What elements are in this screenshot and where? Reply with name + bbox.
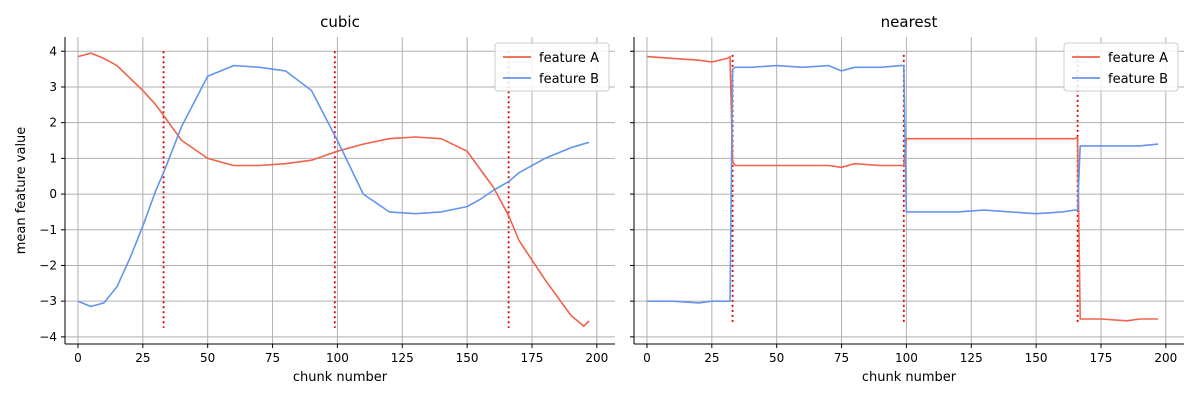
x-tick-label: 150 xyxy=(1025,351,1048,365)
y-tick-label: −4 xyxy=(39,330,57,344)
x-tick-label: 125 xyxy=(960,351,983,365)
x-tick-label: 50 xyxy=(200,351,215,365)
x-tick-label: 200 xyxy=(1154,351,1177,365)
series-line-feature-b xyxy=(77,64,590,308)
panel-title: cubic xyxy=(320,13,360,31)
legend-label: feature B xyxy=(539,72,599,87)
x-tick-label: 125 xyxy=(391,351,414,365)
y-tick-label: 1 xyxy=(49,151,57,165)
legend: feature A feature B xyxy=(494,42,610,92)
y-tick-label: 4 xyxy=(49,44,57,58)
y-tick-label: 2 xyxy=(49,116,57,130)
legend-box xyxy=(1063,42,1179,92)
x-tick-label: 175 xyxy=(521,351,544,365)
legend-label: feature A xyxy=(539,51,599,66)
series-line-feature-b xyxy=(647,64,1159,304)
x-tick-label: 175 xyxy=(1090,351,1113,365)
legend-box xyxy=(494,42,610,92)
x-tick-label: 0 xyxy=(643,351,651,365)
x-axis-label: chunk number xyxy=(293,370,388,385)
x-tick-label: 25 xyxy=(704,351,719,365)
y-axis-label: mean feature value xyxy=(14,127,29,255)
x-tick-label: 200 xyxy=(585,351,608,365)
x-axis-label: chunk number xyxy=(862,370,957,385)
x-tick-label: 150 xyxy=(456,351,479,365)
y-tick-label: −3 xyxy=(39,294,57,308)
y-tick-label: 0 xyxy=(49,187,57,201)
y-tick-label: −2 xyxy=(39,258,57,272)
y-tick-label: −1 xyxy=(39,223,57,237)
x-tick-label: 25 xyxy=(135,351,150,365)
x-tick-label: 100 xyxy=(326,351,349,365)
x-tick-label: 50 xyxy=(769,351,784,365)
x-tick-label: 100 xyxy=(895,351,918,365)
legend-label: feature B xyxy=(1108,72,1168,87)
panel-2: 0 25 50 75 100 125 150 175 200 nearest chunk numbe… xyxy=(630,13,1184,385)
panel-1: 0 25 50 75 100 125 150 175 200 −4 −3 −2 −1 0 1 2 3 4 cubic… xyxy=(14,13,615,385)
x-tick-label: 75 xyxy=(265,351,280,365)
series-line-feature-a xyxy=(646,55,1159,322)
panel-title: nearest xyxy=(881,13,938,31)
y-tick-label: 3 xyxy=(49,80,57,94)
legend: feature A feature B xyxy=(1063,42,1179,92)
series-line-feature-a xyxy=(77,52,590,328)
legend-label: feature A xyxy=(1108,51,1168,66)
x-tick-label: 0 xyxy=(74,351,82,365)
x-tick-label: 75 xyxy=(834,351,849,365)
